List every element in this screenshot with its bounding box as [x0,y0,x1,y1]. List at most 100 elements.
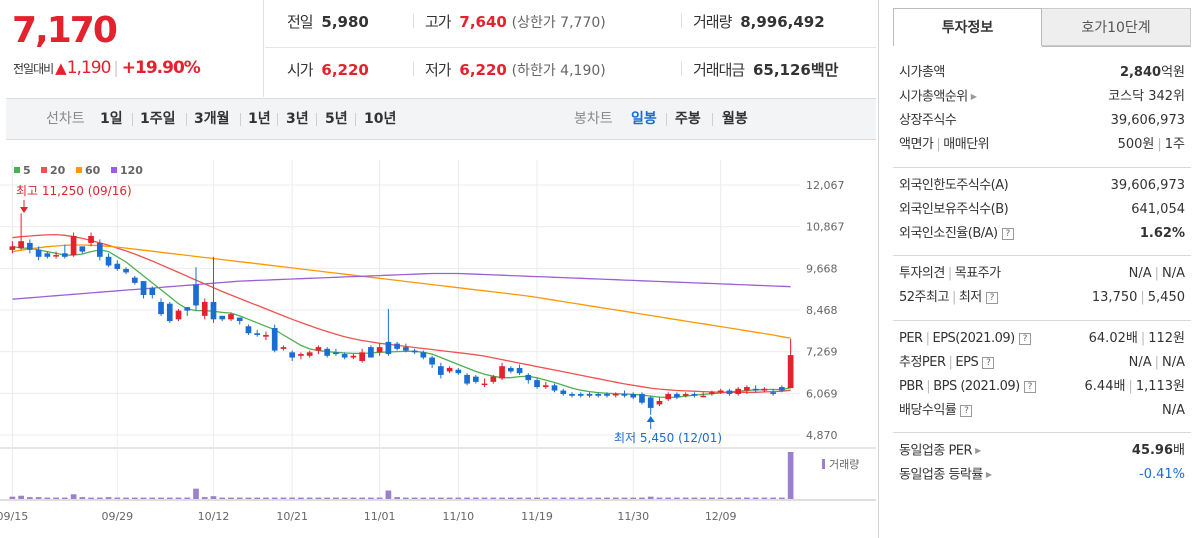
y-tick-label: 9,668 [806,262,838,275]
change-line: 전일대비 ▲1,190 | +19.90% [13,58,201,78]
candle-body [735,388,742,395]
stat-value: 65,126 [752,61,811,79]
candle-monthly[interactable]: 월봉 [722,111,748,127]
divider [355,113,356,126]
period-1w[interactable]: 1주일 [140,111,176,127]
candle-body [306,352,313,356]
candle-body [184,307,191,311]
volume-bar [53,497,59,499]
volume-bar [621,497,628,499]
info-key-text: PBR [899,379,924,394]
help-icon[interactable]: ? [985,291,998,304]
period-1y[interactable]: 1년 [248,111,271,127]
volume-bar [219,497,226,499]
volume-bar [403,497,409,499]
volume-bar [324,497,331,499]
info-row: 동일업종 PER ▶ 45.96배 [893,439,1191,463]
up-arrow-icon [646,416,655,422]
candle-weekly[interactable]: 주봉 [675,111,701,127]
info-key-text-2: EPS [955,355,979,370]
info-key-text-2: EPS(2021.09) [932,331,1015,346]
volume-bar [44,497,51,499]
tab-orderbook[interactable]: 호가10단계 [1042,8,1191,46]
stat-open: 시가 6,220 [287,48,369,96]
candle-body [507,367,514,372]
volume-bar [140,497,147,499]
chart-axes: 12,067 10,867 9,668 8,468 7,269 6,069 4,870 09/… [0,179,845,523]
info-value: N/A | N/A [1129,262,1185,286]
info-key[interactable]: 시가총액순위 ▶ [899,85,977,110]
info-key: 외국인소진율(B/A)? [899,222,1014,246]
candle-body [280,347,287,349]
candle-body [446,367,453,372]
help-icon[interactable]: ? [1023,380,1036,393]
info-value: 500원 | 1주 [1118,133,1185,157]
help-icon[interactable]: ? [982,356,995,369]
volume-bar [245,497,252,499]
price-summary: 7,170 전일대비 ▲1,190 | +19.90% [0,0,264,97]
volume-bar [61,497,68,499]
info-value: 39,606,973 [1111,174,1185,198]
volume-bar [682,497,689,499]
volume-bar [228,497,234,499]
divider [132,113,133,126]
info-key: 배당수익률? [899,399,973,423]
info-key-text: 배당수익률 [899,403,957,418]
chart-period-toolbar: 선차트 1일 1주일 3개월 1년 3년 5년 10년 봉차트 일봉 주봉 월봉 [6,98,876,140]
volume-bar [394,497,400,499]
info-value-text: 6.44배 [1084,379,1126,394]
volume-bar [175,497,182,499]
tab-invest-info[interactable]: 투자정보 [893,8,1042,46]
x-tick-label: 11/10 [442,510,474,523]
chart-annotations: 최고 11,250 (09/16) 최저 5,450 (12/01) [16,184,722,445]
stock-chart: 거래량 12,067 10,867 9,668 8,468 7,269 6,069 4,87… [0,150,880,538]
stat-unit: 백만 [810,61,839,79]
help-icon[interactable]: ? [1018,332,1031,345]
volume-bar [236,497,243,499]
period-3m[interactable]: 3개월 [194,111,230,127]
candle-body [560,390,567,395]
candle-body [245,326,252,334]
info-key[interactable]: 동일업종 등락률 ▶ [899,463,992,488]
volume-bar [744,497,750,499]
candle-body [333,352,339,355]
candle-body [35,249,42,257]
help-icon[interactable]: ? [960,404,973,417]
period-3y[interactable]: 3년 [286,111,309,127]
period-1d[interactable]: 1일 [100,111,123,127]
candle-daily[interactable]: 일봉 [631,111,657,127]
info-key-text: 액면가 [899,137,934,152]
info-row: 외국인한도주식수(A) 39,606,973 [893,174,1191,198]
legend-label: 5 [23,164,31,177]
candle-body [385,341,392,355]
period-5y[interactable]: 5년 [325,111,348,127]
help-icon[interactable]: ? [1001,227,1014,240]
x-tick-label: 09/15 [0,510,28,523]
period-10y[interactable]: 10년 [364,111,397,127]
divider: | [1157,137,1162,152]
info-group: 투자의견 | 목표주가 N/A | N/A 52주최고 | 최저? 13,750 | 5,450 [893,255,1191,310]
volume-bar [254,497,261,499]
candle-body [175,310,182,320]
stat-label: 시가 [287,61,314,79]
divider [413,14,414,28]
divider [712,113,713,126]
volume-bar [263,497,269,499]
candle-body [691,394,698,396]
y-tick-label: 8,468 [806,304,838,317]
candle-body [131,277,138,283]
candle-body [289,352,296,358]
candle-body [149,288,156,296]
volume-bar [787,452,794,499]
candle-body [44,253,51,257]
volume-bar [27,497,33,499]
candle-body [219,315,226,320]
stat-sub: (하한가 4,190) [511,63,606,79]
x-tick-label: 11/19 [521,510,553,523]
info-value-bold: 45.96 [1131,443,1174,458]
up-arrow-icon: ▲ [55,59,67,77]
info-key[interactable]: 동일업종 PER ▶ [899,439,981,464]
candle-body [123,268,129,273]
x-tick-label: 11/01 [364,510,396,523]
info-key-text: 동일업종 PER [899,443,973,459]
